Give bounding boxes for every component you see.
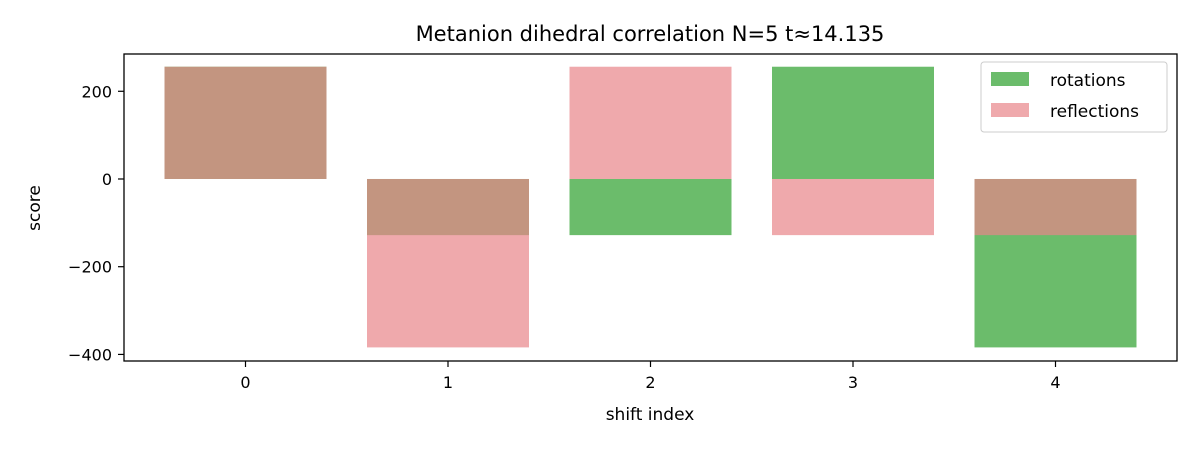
x-tick-label: 3 bbox=[848, 373, 858, 392]
x-tick-label: 1 bbox=[443, 373, 453, 392]
y-tick-label: −400 bbox=[68, 345, 112, 364]
y-tick-label: −200 bbox=[68, 258, 112, 277]
legend-swatch-reflections bbox=[991, 103, 1029, 117]
x-tick-label: 0 bbox=[240, 373, 250, 392]
legend: rotations reflections bbox=[980, 61, 1168, 133]
chart-title: Metanion dihedral correlation N=5 t≈14.1… bbox=[416, 22, 885, 46]
y-tick-label: 200 bbox=[81, 82, 112, 101]
x-tick-label: 2 bbox=[645, 373, 655, 392]
bar-rotations-2 bbox=[569, 178, 732, 236]
y-ticks: 200 0 −200 −400 bbox=[68, 82, 124, 364]
x-axis-label: shift index bbox=[606, 405, 695, 425]
bar-reflections-0 bbox=[164, 66, 327, 179]
bar-reflections-4 bbox=[974, 178, 1137, 236]
bar-reflections-2 bbox=[569, 66, 732, 179]
legend-label-rotations: rotations bbox=[1050, 71, 1126, 91]
legend-swatch-rotations bbox=[991, 72, 1029, 86]
bars-layer bbox=[164, 66, 1137, 348]
bar-rotations-3 bbox=[772, 66, 934, 179]
bar-reflections-1 bbox=[367, 178, 529, 348]
y-axis-label: score bbox=[25, 185, 45, 231]
bar-reflections-3 bbox=[772, 178, 934, 236]
x-tick-label: 4 bbox=[1050, 373, 1060, 392]
y-tick-label: 0 bbox=[102, 170, 112, 189]
x-ticks: 0 1 2 3 4 bbox=[240, 361, 1061, 392]
legend-label-reflections: reflections bbox=[1050, 102, 1139, 122]
